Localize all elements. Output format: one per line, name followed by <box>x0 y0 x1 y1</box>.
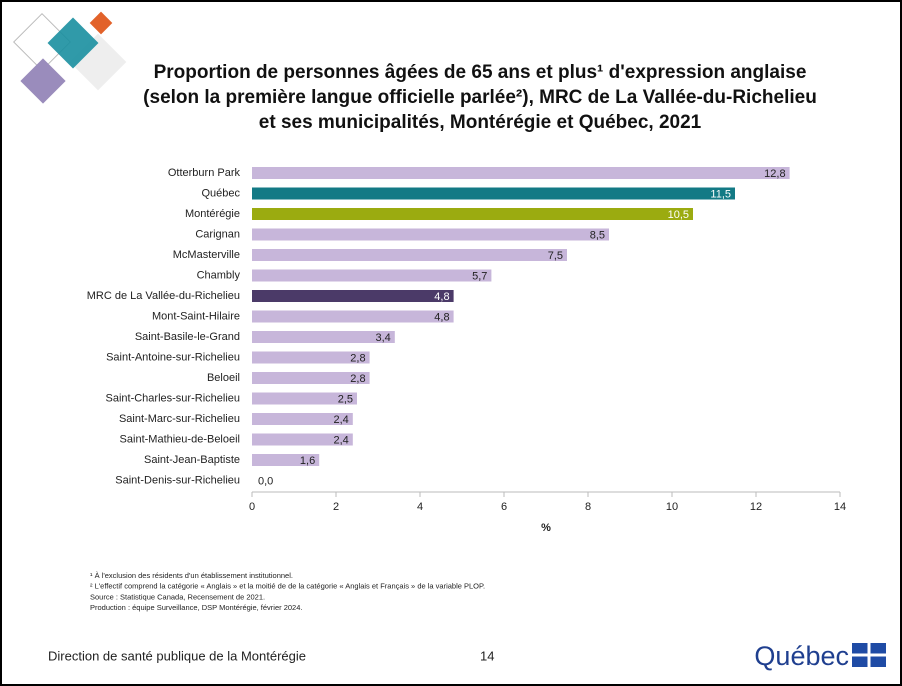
value-label: 12,8 <box>764 168 785 180</box>
bar <box>252 311 454 323</box>
y-tick-label: Saint-Mathieu-de-Beloeil <box>120 433 240 445</box>
y-tick-label: Chambly <box>197 269 241 281</box>
x-tick-label: 2 <box>333 501 339 513</box>
y-tick-label: Saint-Basile-le-Grand <box>135 331 240 343</box>
x-tick-label: 6 <box>501 501 507 513</box>
bar <box>252 249 567 261</box>
value-label: 10,5 <box>668 209 689 221</box>
y-tick-label: Québec <box>201 187 240 199</box>
flag <box>852 643 886 667</box>
y-tick-label: Saint-Antoine-sur-Richelieu <box>106 351 240 363</box>
x-tick-label: 12 <box>750 501 762 513</box>
y-tick-label: Beloeil <box>207 372 240 384</box>
chart-title: Proportion de personnes âgées de 65 ans … <box>140 60 820 135</box>
bar <box>252 167 790 179</box>
value-label: 8,5 <box>590 229 605 241</box>
x-tick-label: 4 <box>417 501 423 513</box>
bar <box>252 229 609 241</box>
value-label: 11,5 <box>710 188 731 200</box>
value-label: 4,8 <box>434 291 449 303</box>
bar <box>252 188 735 200</box>
value-label: 1,6 <box>300 455 315 467</box>
bar <box>252 331 395 343</box>
x-tick-label: 14 <box>834 501 846 513</box>
y-tick-label: Saint-Denis-sur-Richelieu <box>115 474 240 486</box>
bar <box>252 208 693 220</box>
value-label: 5,7 <box>472 270 487 282</box>
y-tick-label: Saint-Jean-Baptiste <box>144 454 240 466</box>
y-tick-label: Montérégie <box>185 208 240 220</box>
value-label: 2,4 <box>334 414 349 426</box>
bar <box>252 290 454 302</box>
footnote: ² L'effectif comprend la catégorie « Ang… <box>90 582 485 591</box>
value-label: 0,0 <box>258 475 273 487</box>
footer-organization: Direction de santé publique de la Montér… <box>48 648 306 663</box>
footnote: ¹ À l'exclusion des résidents d'un établ… <box>90 571 293 580</box>
x-tick-label: 8 <box>585 501 591 513</box>
y-tick-label: Mont-Saint-Hilaire <box>152 310 240 322</box>
y-tick-label: McMasterville <box>173 249 240 261</box>
bar <box>252 270 491 282</box>
footnote: Production : équipe Surveillance, DSP Mo… <box>90 603 302 612</box>
y-tick-label: Carignan <box>195 228 240 240</box>
value-label: 4,8 <box>434 311 449 323</box>
value-label: 2,4 <box>334 434 349 446</box>
x-axis-label: % <box>541 522 551 534</box>
page-number: 14 <box>480 648 494 663</box>
slide: % Direction de santé publique de la Mont… <box>0 0 902 686</box>
value-label: 3,4 <box>376 332 391 344</box>
footnote: Source : Statistique Canada, Recensement… <box>90 592 265 601</box>
x-tick-label: 10 <box>666 501 678 513</box>
logo-text: Québec <box>754 641 849 671</box>
value-label: 2,8 <box>350 352 365 364</box>
y-tick-label: Otterburn Park <box>168 167 241 179</box>
value-label: 7,5 <box>548 250 563 262</box>
y-tick-label: MRC de La Vallée-du-Richelieu <box>87 290 240 302</box>
x-tick-label: 0 <box>249 501 255 513</box>
y-tick-label: Saint-Charles-sur-Richelieu <box>106 392 241 404</box>
value-label: 2,5 <box>338 393 353 405</box>
y-tick-label: Saint-Marc-sur-Richelieu <box>119 413 240 425</box>
value-label: 2,8 <box>350 373 365 385</box>
